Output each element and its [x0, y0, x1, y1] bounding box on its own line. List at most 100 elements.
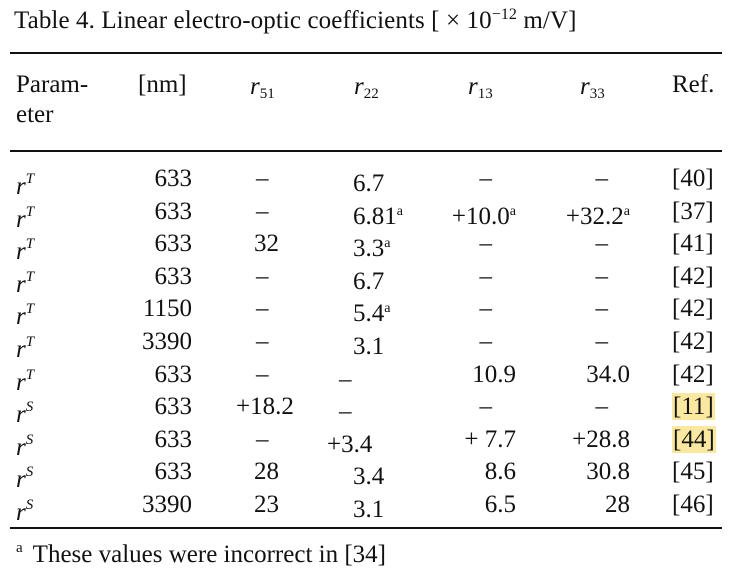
cell-ref: [40]	[672, 165, 714, 192]
cell-r13: –	[479, 262, 493, 290]
header-r51: r51	[250, 73, 275, 102]
cell-param: rT	[16, 203, 35, 233]
cell-nm: 633	[154, 197, 193, 225]
cell-param: rT	[16, 301, 35, 331]
cell-r22: +3.4	[327, 430, 373, 458]
table-row: rS 633 – +3.4 + 7.7 +28.8 [44]	[0, 424, 748, 461]
cell-r13: 6.5	[484, 491, 516, 518]
cell-r13: –	[479, 393, 493, 421]
cell-param: rS	[16, 431, 34, 461]
cell-ref: [37]	[672, 197, 714, 225]
cell-ref: [45]	[672, 458, 714, 486]
cell-param: rT	[16, 236, 35, 266]
table-bottom-rule	[10, 527, 722, 529]
cell-nm: 633	[154, 360, 193, 388]
cell-r13: + 7.7	[464, 425, 516, 453]
header-wavelength: [nm]	[138, 71, 187, 98]
table-top-rule	[10, 52, 722, 54]
cell-r22: –	[339, 398, 352, 426]
footnote-text: These values were incorrect in [34]	[32, 541, 386, 568]
table-row: rS 633 +18.2 – – – [11]	[0, 391, 748, 428]
table-row: rT 3390 – 3.1 – – [42]	[0, 326, 748, 363]
cell-r33: –	[595, 165, 609, 192]
cell-r51: –	[256, 165, 269, 192]
cell-param: rT	[16, 268, 35, 298]
cell-ref: [42]	[672, 360, 714, 388]
cell-param: rS	[16, 464, 34, 494]
cell-nm: 633	[154, 165, 193, 192]
cell-r22: –	[339, 365, 352, 393]
cell-r33: 34.0	[586, 360, 630, 388]
cell-nm: 633	[154, 393, 193, 421]
cell-r13: –	[479, 295, 493, 323]
table-title: Table 4. Linear electro-optic coefficien…	[14, 6, 577, 34]
table-row: rT 633 32 3.3a – – [41]	[0, 228, 748, 265]
cell-r51: –	[256, 360, 269, 388]
cell-r13: 10.9	[472, 360, 516, 388]
cell-r51: 23	[254, 491, 279, 518]
table-row: rS 633 28 3.4 8.6 30.8 [45]	[0, 456, 748, 493]
cell-r13: –	[479, 328, 493, 355]
cell-ref: [11]	[672, 393, 715, 421]
cell-r22: 3.3a	[353, 235, 391, 263]
cell-r33: –	[595, 230, 609, 258]
cell-nm: 633	[154, 230, 193, 258]
cell-ref: [42]	[672, 262, 714, 290]
table-row: rT 633 – 6.7 – – [40]	[0, 163, 748, 200]
footnote-mark: a	[16, 540, 23, 556]
header-r22: r22	[354, 73, 379, 102]
cell-r33: 30.8	[586, 458, 630, 486]
cell-r13: 8.6	[484, 458, 516, 486]
cell-r33: –	[595, 295, 609, 323]
cell-param: rS	[16, 399, 34, 429]
cell-nm: 3390	[142, 491, 192, 518]
cell-r22: 3.1	[353, 333, 385, 360]
cell-r22: 3.1	[353, 496, 385, 523]
header-r13: r13	[468, 73, 493, 102]
cell-r33: –	[595, 262, 609, 290]
cell-r22: 3.4	[353, 463, 385, 491]
footnote: a These values were incorrect in [34]	[16, 540, 386, 569]
cell-r22: 6.7	[353, 267, 385, 295]
cell-r51: –	[256, 295, 269, 323]
cell-r51: 28	[254, 458, 279, 486]
cell-r33: +32.2a	[565, 202, 630, 230]
cell-r22: 6.7	[353, 170, 385, 197]
cell-r33: 28	[605, 491, 630, 518]
cell-nm: 1150	[142, 295, 192, 323]
cell-r51: –	[256, 328, 269, 355]
cell-param: rS	[16, 497, 34, 526]
cell-ref: [46]	[672, 491, 714, 518]
cell-r33: +28.8	[572, 425, 630, 453]
table-row: rT 633 – – 10.9 34.0 [42]	[0, 359, 748, 396]
cell-r22: 6.81a	[353, 202, 403, 230]
table-row: rT 633 – 6.81a +10.0a +32.2a [37]	[0, 196, 748, 233]
cell-r33: –	[595, 328, 609, 355]
table-header-rule	[10, 150, 722, 152]
cell-ref: [44]	[672, 425, 716, 453]
table-row: rS 3390 23 3.1 6.5 28 [46]	[0, 489, 748, 526]
cell-ref: [42]	[672, 328, 714, 355]
cell-r22: 5.4a	[353, 300, 391, 328]
table-row: rT 1150 – 5.4a – – [42]	[0, 293, 748, 330]
header-r33: r33	[580, 73, 605, 102]
cell-nm: 633	[154, 262, 193, 290]
cell-nm: 633	[154, 425, 193, 453]
cell-r13: –	[479, 230, 493, 258]
header-parameter: Param- eter	[16, 71, 89, 128]
cell-ref: [41]	[672, 230, 714, 258]
header-ref: Ref.	[672, 71, 715, 98]
table-row: rT 633 – 6.7 – – [42]	[0, 261, 748, 298]
cell-r33: –	[595, 393, 609, 421]
cell-nm: 3390	[142, 328, 192, 355]
cell-r13: +10.0a	[451, 202, 516, 230]
cell-param: rT	[16, 171, 35, 200]
cell-r13: –	[479, 165, 493, 192]
cell-nm: 633	[154, 458, 193, 486]
cell-r51: –	[256, 197, 269, 225]
cell-r51: –	[256, 425, 269, 453]
cell-r51: 32	[254, 230, 279, 258]
cell-r51: –	[256, 262, 269, 290]
cell-param: rT	[16, 334, 35, 363]
cell-ref: [42]	[672, 295, 714, 323]
